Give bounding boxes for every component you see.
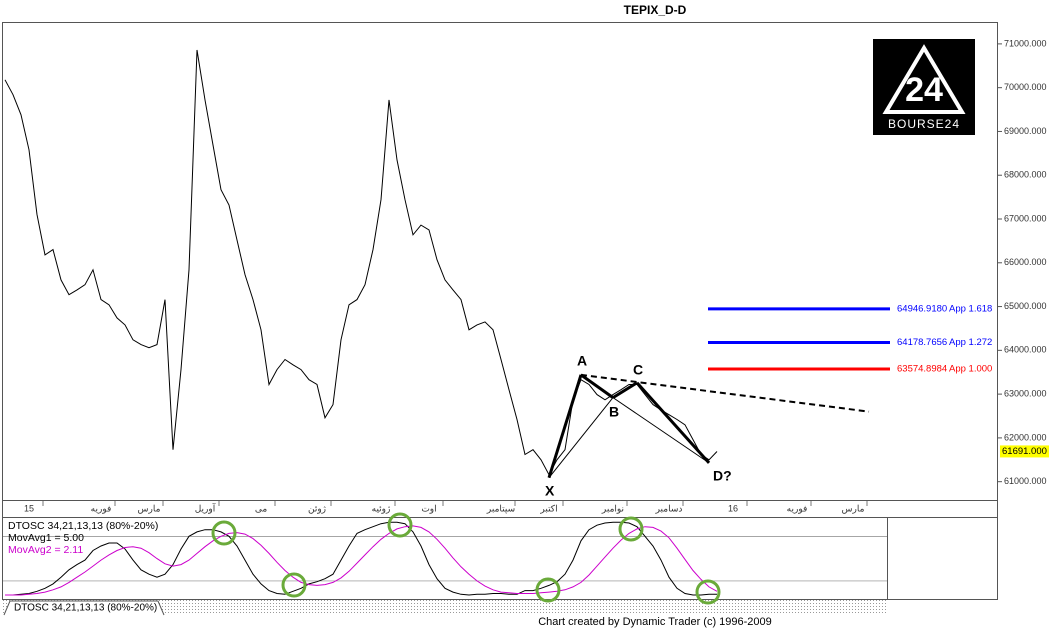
x-tick-label: می [255,503,268,513]
highlight-circle [618,516,644,542]
logo-box [873,39,975,135]
oscillator-axis [887,517,998,600]
x-tick-label: فوریه [787,503,808,514]
highlight-circles [211,512,721,605]
last-value-box [1000,445,1049,458]
y-tick-label: 64000.000 [1004,345,1047,355]
highlight-circle [387,512,413,538]
highlight-circle [211,520,237,546]
footer: Chart created by Dynamic Trader (c) 1996… [538,616,772,628]
price-line [4,49,718,476]
x-tick-label: فوریه [91,503,112,514]
legend-entry: MovAvg2 = 2.11 [8,544,83,556]
projection-text: App 1.000 [949,363,992,374]
oscillator-line [5,525,718,596]
oscillator-panel [2,517,888,600]
highlight-circle [535,577,561,603]
plot: 61000.000 62000.000 63000.000 64000.000 6500… [3,38,1049,596]
x-tick-label: اوت [421,503,436,514]
y-tick-label: 68000.000 [1004,170,1047,180]
projection-value: 64946.9180 [897,303,947,314]
x-tick-label: مارس [138,503,161,514]
tab-label[interactable]: DTOSC 34,21,13,13 (80%-20%) [14,603,157,614]
highlight-circle [695,579,721,605]
x-tick-label: 16 [728,503,738,513]
y-tick-label: 62000.000 [1004,432,1047,442]
y-tick-label: 65000.000 [1004,301,1047,311]
projection-value: 63574.8984 [897,363,947,374]
logo-mark: 24 [905,71,943,109]
tab-strip [2,600,888,615]
pattern-label: A [577,353,587,369]
x-tick-label: مارس [842,503,865,514]
pattern-label: C [633,361,643,377]
oscillator-title: DTOSC 34,21,13,13 (80%-20%) [8,520,158,532]
y-tick-label: 66000.000 [1004,257,1047,267]
y-tick-label: 71000.000 [1004,38,1047,48]
pattern-label: B [609,403,619,419]
x-tick-label: آوریل [195,502,216,514]
chart-title: TEPIX_D-D [624,3,687,17]
x-tick-label: نوامبر [601,503,624,514]
x-tick-label: اکتبر [539,503,557,514]
trend-line [580,373,870,413]
y-tick-label: 61000.000 [1004,476,1047,486]
logo: 24 BOURSE24 [873,39,975,135]
projection-text: App 1.272 [949,337,992,348]
logo-text: BOURSE24 [888,117,960,131]
x-tick-label: ژوئن [308,503,326,514]
x-tick-label: ژوئیه [372,503,391,514]
projection-value: 64178.7656 [897,337,947,348]
pattern-line [547,374,583,479]
pattern-label: D? [713,468,732,484]
y-tick-label: 69000.000 [1004,126,1047,136]
x-tick-label: دسامبر [655,503,683,514]
pattern-line [635,381,711,464]
legend-entry: MovAvg1 = 5.00 [8,532,84,544]
pattern-line [612,381,638,399]
pattern-line [580,373,614,399]
x-tick-label: 15 [24,503,34,513]
highlight-circle [281,572,307,598]
projection-text: App 1.618 [949,303,992,314]
tab[interactable] [3,600,165,616]
pattern-line [612,397,710,464]
logo-triangle [882,44,966,114]
y-tick-label: 67000.000 [1004,213,1047,223]
pattern-label: X [545,482,555,498]
last-value-label: 61691.000 [1002,446,1047,457]
y-tick-label: 70000.000 [1004,82,1047,92]
pattern-line [548,397,614,479]
y-tick-label: 63000.000 [1004,388,1047,398]
x-tick-label: سپتامبر [486,503,515,514]
